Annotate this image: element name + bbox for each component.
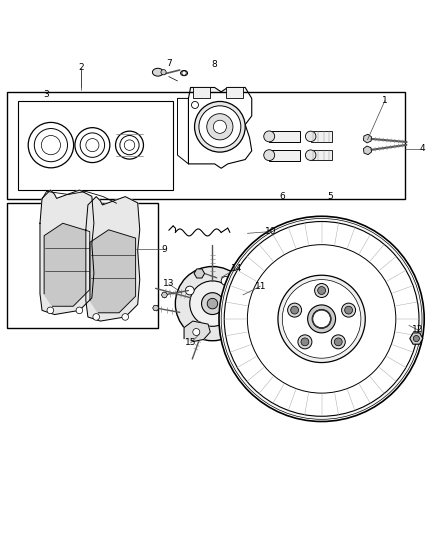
- Circle shape: [314, 284, 328, 297]
- Polygon shape: [90, 230, 136, 313]
- Bar: [7, 92, 405, 199]
- Polygon shape: [184, 321, 210, 342]
- Polygon shape: [161, 292, 167, 297]
- Circle shape: [207, 114, 233, 140]
- Circle shape: [298, 335, 312, 349]
- Bar: [311, 131, 332, 142]
- Text: 13: 13: [163, 279, 174, 288]
- Circle shape: [291, 306, 299, 314]
- Polygon shape: [40, 190, 94, 314]
- Circle shape: [219, 216, 424, 422]
- Bar: [269, 150, 300, 160]
- Circle shape: [312, 309, 331, 328]
- Circle shape: [264, 150, 275, 160]
- Circle shape: [195, 322, 204, 330]
- Circle shape: [201, 293, 223, 314]
- Circle shape: [342, 303, 356, 317]
- Text: 6: 6: [279, 192, 285, 201]
- Circle shape: [221, 219, 422, 419]
- Circle shape: [264, 131, 275, 142]
- Polygon shape: [410, 333, 423, 344]
- Circle shape: [161, 70, 166, 75]
- Circle shape: [190, 281, 235, 326]
- Circle shape: [318, 287, 325, 294]
- Bar: [311, 150, 332, 160]
- Text: 9: 9: [162, 245, 167, 254]
- Circle shape: [305, 131, 316, 142]
- Ellipse shape: [180, 70, 187, 76]
- Bar: [7, 203, 158, 328]
- Circle shape: [288, 303, 302, 317]
- Text: 8: 8: [212, 60, 218, 69]
- Polygon shape: [188, 87, 252, 168]
- Circle shape: [175, 266, 250, 341]
- Bar: [18, 101, 173, 190]
- Circle shape: [283, 280, 361, 358]
- Circle shape: [207, 298, 218, 309]
- Bar: [193, 87, 210, 99]
- Text: 5: 5: [328, 192, 333, 201]
- Ellipse shape: [152, 68, 163, 76]
- Circle shape: [122, 313, 129, 320]
- Circle shape: [199, 106, 241, 148]
- Bar: [226, 87, 243, 99]
- Circle shape: [247, 245, 396, 393]
- Circle shape: [93, 313, 99, 320]
- Text: 2: 2: [79, 63, 84, 72]
- Circle shape: [193, 328, 200, 335]
- Polygon shape: [86, 197, 140, 321]
- Bar: [269, 131, 300, 142]
- Circle shape: [331, 335, 345, 349]
- Circle shape: [224, 222, 419, 416]
- Circle shape: [413, 335, 420, 342]
- Polygon shape: [364, 146, 371, 155]
- Circle shape: [194, 101, 245, 152]
- Circle shape: [191, 101, 198, 108]
- Circle shape: [231, 312, 240, 321]
- Polygon shape: [44, 223, 90, 306]
- Circle shape: [301, 338, 309, 346]
- Circle shape: [76, 307, 83, 314]
- Text: 12: 12: [412, 325, 424, 334]
- Circle shape: [221, 277, 230, 285]
- Circle shape: [334, 338, 342, 346]
- Circle shape: [185, 286, 194, 295]
- Circle shape: [305, 150, 316, 160]
- Circle shape: [213, 120, 226, 133]
- Polygon shape: [194, 269, 205, 278]
- Circle shape: [47, 307, 54, 314]
- Circle shape: [345, 306, 353, 314]
- Circle shape: [307, 305, 336, 333]
- Circle shape: [278, 275, 365, 362]
- Text: 7: 7: [166, 59, 172, 68]
- Polygon shape: [364, 134, 371, 143]
- Text: 14: 14: [231, 264, 242, 273]
- Polygon shape: [152, 305, 159, 311]
- Text: 3: 3: [44, 90, 49, 99]
- Circle shape: [182, 71, 186, 75]
- Text: 4: 4: [419, 144, 425, 153]
- Text: 11: 11: [255, 281, 266, 290]
- Text: 10: 10: [265, 227, 276, 236]
- Circle shape: [313, 310, 330, 328]
- Text: 15: 15: [185, 338, 196, 348]
- Text: 1: 1: [382, 96, 388, 105]
